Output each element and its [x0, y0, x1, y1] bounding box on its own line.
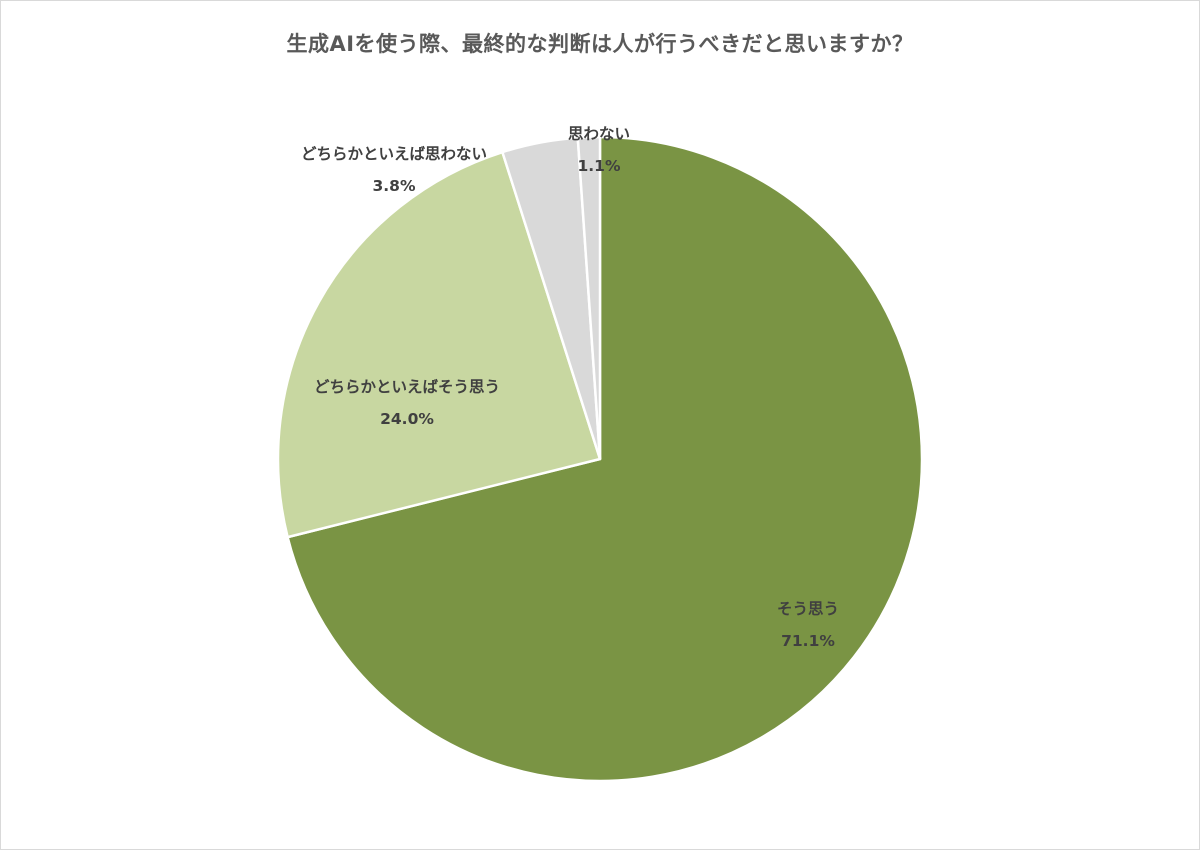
pie-slice-1: [286, 135, 924, 783]
pie-slice-2: [276, 150, 602, 539]
slice-category-label: 思わない: [568, 125, 630, 143]
pie-labels: そう思う 71.1% どちらかといえばそう思う 24.0% どちらかといえば思わない 3.…: [301, 125, 839, 650]
slice-value-label: 1.1%: [578, 157, 621, 175]
slice-value-label: 3.8%: [373, 177, 416, 195]
chart-title: 生成AIを使う際、最終的な判断は人が行うべきだと思いますか？: [286, 32, 914, 56]
pie-slices: [276, 135, 924, 783]
pie-slice-4: [576, 135, 602, 461]
slice-category-label: どちらかといえば思わない: [301, 145, 487, 163]
slice-value-label: 71.1%: [781, 632, 835, 650]
slice-value-label: 24.0%: [380, 410, 434, 428]
slice-category-label: どちらかといえばそう思う: [314, 378, 500, 396]
slice-category-label: そう思う: [777, 600, 839, 618]
